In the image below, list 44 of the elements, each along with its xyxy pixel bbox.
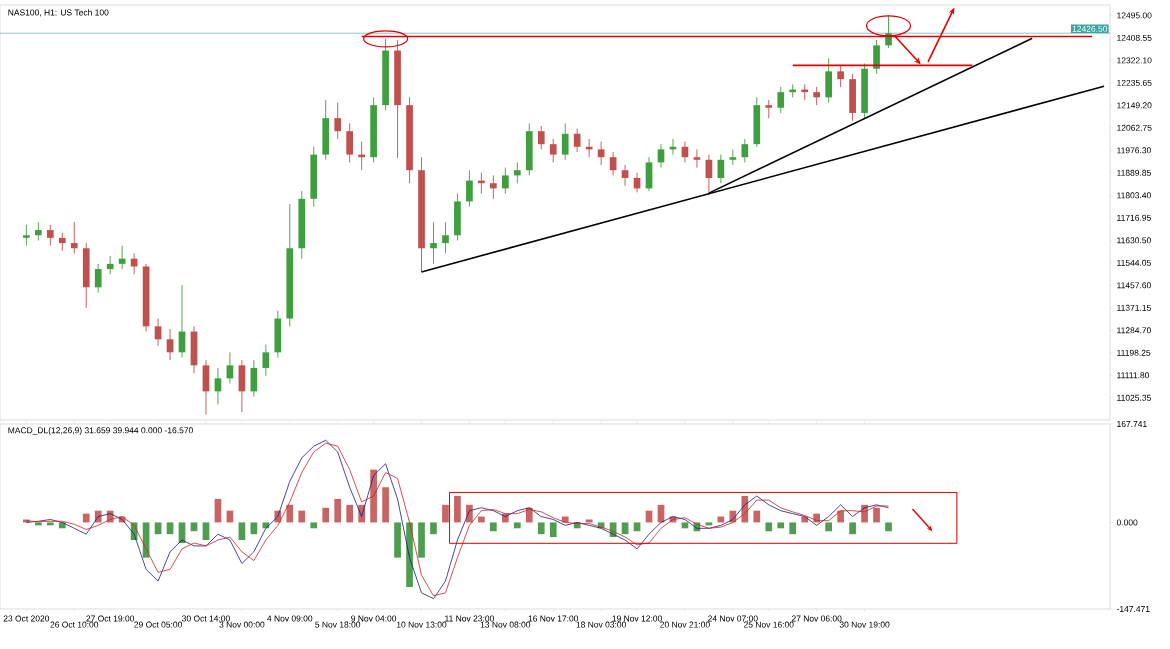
y-tick-label: 167.741 [1117,420,1147,427]
chart-title: NAS100, H1: US Tech 100 [8,9,109,17]
y-tick-label: 11371.15 [1117,304,1151,311]
y-tick-label: 12408.55 [1117,34,1152,41]
x-tick-label: 11 Nov 23:00 [445,615,494,622]
y-tick-label: 11284.70 [1117,327,1151,334]
y-tick-label: 11111.80 [1117,372,1150,379]
y-tick-label: 11025.35 [1117,394,1151,401]
x-tick-label: 30 Nov 19:00 [839,621,890,628]
y-tick-label: 12149.20 [1117,102,1152,109]
y-tick-label: 12062.75 [1117,124,1152,131]
x-tick-label: 27 Nov 06:00 [791,615,842,622]
x-tick-label: 25 Nov 16:00 [744,621,794,628]
x-tick-label: 18 Nov 03:00 [576,621,626,628]
y-tick-label: 11630.50 [1117,237,1151,244]
x-tick-label: 9 Nov 04:00 [351,615,397,622]
x-tick-label: 19 Nov 12:00 [612,615,662,622]
x-tick-label: 24 Nov 07:00 [708,615,758,622]
x-tick-label: 3 Nov 00:00 [219,621,265,628]
x-tick-label: 20 Nov 21:00 [660,621,710,628]
y-tick-label: 11716.95 [1117,214,1151,221]
x-tick-label: 23 Oct 2020 [3,615,50,622]
y-tick-label: 11976.30 [1117,147,1151,154]
y-tick-label: 11544.05 [1117,259,1151,266]
y-tick-label: 12322.10 [1117,57,1152,64]
y-tick-label: 12495.00 [1117,12,1152,19]
y-tick-label: 11198.25 [1117,349,1151,356]
x-tick-label: 30 Oct 14:00 [182,615,230,622]
chart-title: MACD_DL(12,26,9) 31.659 39.944 0.000 -16.570 [8,427,193,435]
x-tick-label: 29 Oct 05:00 [134,621,182,628]
y-tick-label: 0.000 [1116,519,1138,526]
y-tick-label: 12235.65 [1117,79,1152,86]
x-tick-label: 27 Oct 19:00 [86,615,135,622]
x-tick-label: 13 Nov 08:00 [480,621,531,628]
ref-line-label: 12426.50 [1072,25,1108,32]
y-tick-label: -147.471 [1116,606,1150,612]
y-tick-label: 11457.60 [1117,282,1151,289]
y-tick-label: 11803.40 [1117,192,1151,199]
x-tick-label: 26 Oct 10:00 [50,621,99,628]
x-tick-label: 5 Nov 18:00 [315,621,361,628]
x-tick-label: 16 Nov 17:00 [528,615,579,622]
x-tick-label: 10 Nov 13:00 [396,621,447,628]
x-tick-label: 4 Nov 09:00 [267,615,313,622]
y-tick-label: 11889.85 [1117,169,1151,176]
